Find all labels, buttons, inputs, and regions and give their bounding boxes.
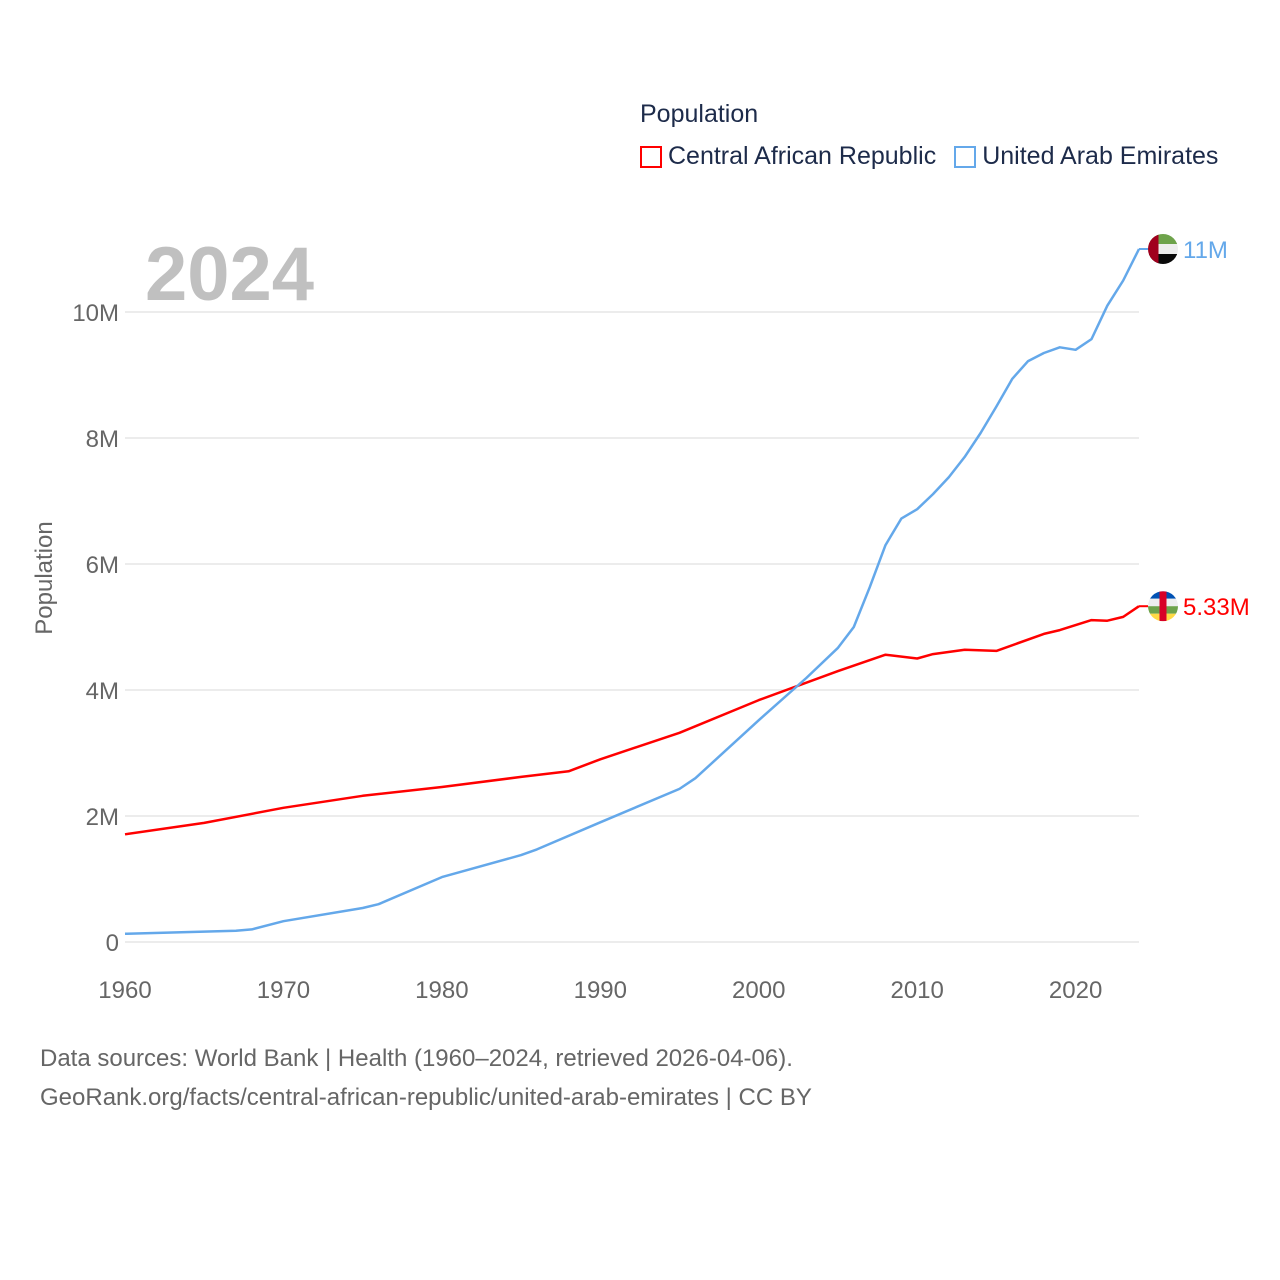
legend-swatch-car [640,145,662,168]
y-tick-label: 10M [72,300,119,327]
y-tick-label: 0 [106,930,119,957]
legend-item-car[interactable]: Central African Republic [640,142,936,171]
legend-label: United Arab Emirates [982,142,1219,170]
legend: Central African Republic United Arab Emi… [640,142,1218,171]
x-tick-label: 2020 [1049,977,1102,1004]
x-tick-label: 2010 [890,977,943,1004]
y-tick-label: 4M [86,678,119,705]
y-tick-label: 8M [86,426,119,453]
flag-central-african-republic-icon [1148,591,1178,622]
x-tick-label: 1990 [574,977,627,1004]
year-label: 2024 [145,232,314,317]
end-value-label: 11M [1183,237,1228,264]
series-line-central-african-republic [124,605,1140,836]
y-tick-label: 2M [86,804,119,831]
y-axis-label: Population [31,521,58,634]
legend-title: Population [640,100,759,128]
x-tick-label: 2000 [732,977,785,1004]
legend-swatch-uae [954,145,977,168]
legend-item-uae[interactable]: United Arab Emirates [954,142,1218,171]
x-tick-label: 1960 [98,977,151,1004]
series-line-united-arab-emirates [124,248,1141,936]
footer-link[interactable]: GeoRank.org/facts/central-african-republ… [40,1084,812,1111]
legend-label: Central African Republic [668,142,937,170]
x-tick-label: 1980 [415,977,468,1004]
x-tick-label: 1970 [257,977,310,1004]
y-tick-label: 6M [86,552,119,579]
footer-sources: Data sources: World Bank | Health (1960–… [40,1045,793,1072]
flag-united-arab-emirates-icon [1148,234,1178,264]
end-value-label: 5.33M [1183,594,1250,621]
